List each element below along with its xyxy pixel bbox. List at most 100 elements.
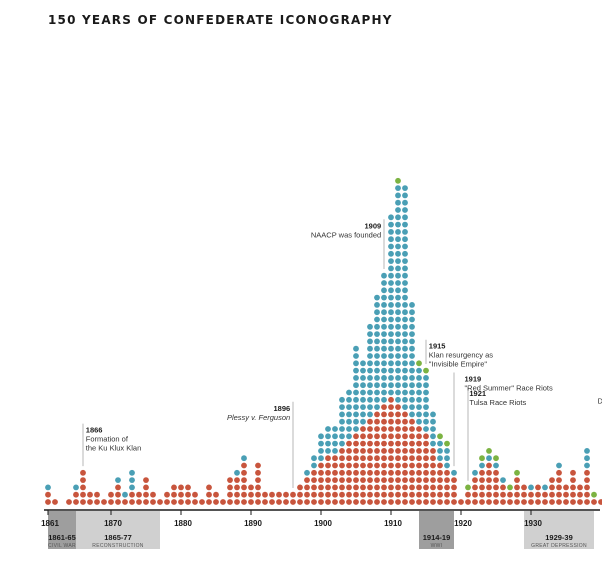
dot-red xyxy=(381,411,387,418)
dot-blue xyxy=(318,440,324,447)
dot-red xyxy=(472,484,478,491)
dot-red xyxy=(108,499,114,505)
annotation-1919: 1919"Red Summer" Race Riots xyxy=(465,375,554,393)
dot-red xyxy=(374,440,380,447)
dot-red xyxy=(374,469,380,476)
dot-red xyxy=(374,477,380,483)
dot-red xyxy=(395,440,401,447)
dot-blue xyxy=(416,404,422,410)
dot-red xyxy=(87,499,93,505)
dot-red xyxy=(521,491,527,498)
dot-red xyxy=(290,499,296,505)
dot-red xyxy=(80,484,86,491)
dot-red xyxy=(430,491,436,498)
dot-red xyxy=(360,448,366,454)
dot-red xyxy=(395,499,401,505)
dot-red xyxy=(381,433,387,440)
dot-blue xyxy=(353,396,359,403)
dot-red xyxy=(206,491,212,498)
dot-red xyxy=(402,426,408,432)
dot-column-1897 xyxy=(297,484,303,505)
dot-red xyxy=(255,469,261,476)
era-label: 1861-65 xyxy=(48,533,76,542)
dot-blue xyxy=(381,367,387,374)
dot-column-1879 xyxy=(171,484,177,505)
dot-red xyxy=(577,484,583,491)
dot-column-1904 xyxy=(346,389,352,505)
dot-red xyxy=(409,455,415,462)
dot-blue xyxy=(395,214,401,221)
dot-red xyxy=(493,469,499,476)
dot-red xyxy=(381,455,387,462)
dot-column-1910 xyxy=(388,214,394,505)
dot-blue xyxy=(423,375,429,381)
dot-red xyxy=(423,433,429,440)
dot-red xyxy=(241,477,247,483)
dot-blue xyxy=(374,345,380,352)
dot-red xyxy=(304,499,310,505)
dot-blue xyxy=(367,360,373,367)
dot-red xyxy=(143,477,149,483)
dot-blue xyxy=(360,360,366,367)
dot-red xyxy=(318,469,324,476)
dot-column-1901 xyxy=(325,426,331,505)
dot-blue xyxy=(360,375,366,381)
dot-red xyxy=(535,499,541,505)
dot-blue xyxy=(115,477,121,483)
dot-red xyxy=(381,477,387,483)
era-label: 1929-39 xyxy=(545,533,573,542)
dot-red xyxy=(451,491,457,498)
dot-red xyxy=(374,411,380,418)
dot-red xyxy=(318,499,324,505)
dot-red xyxy=(374,418,380,425)
dot-blue xyxy=(395,250,401,257)
dot-red xyxy=(129,499,135,505)
dot-blue xyxy=(346,411,352,418)
dot-red xyxy=(416,477,422,483)
annotation-text: "Invisible Empire" xyxy=(429,360,488,369)
dot-red xyxy=(367,448,373,454)
dot-blue xyxy=(304,469,310,476)
dot-red xyxy=(395,426,401,432)
annotation-text: Plessy v. Ferguson xyxy=(227,413,290,422)
dot-red xyxy=(353,499,359,505)
dot-blue xyxy=(395,360,401,367)
dot-blue xyxy=(395,236,401,243)
dot-blue xyxy=(395,294,401,301)
dot-red xyxy=(430,462,436,469)
dot-red xyxy=(311,491,317,498)
dot-red xyxy=(297,491,303,498)
dot-blue xyxy=(360,367,366,374)
dot-blue xyxy=(388,382,394,389)
dot-red xyxy=(430,469,436,476)
dot-column-1890 xyxy=(248,484,254,505)
dot-red xyxy=(374,499,380,505)
dot-red xyxy=(332,491,338,498)
dot-red xyxy=(360,491,366,498)
dot-green xyxy=(437,433,443,440)
dot-red xyxy=(311,477,317,483)
dot-red xyxy=(213,491,219,498)
tick-label: 1900 xyxy=(314,519,332,528)
dot-blue xyxy=(388,375,394,381)
dot-red xyxy=(325,469,331,476)
dot-red xyxy=(304,477,310,483)
dot-red xyxy=(556,477,562,483)
dot-column-1928 xyxy=(514,469,520,505)
dot-blue xyxy=(346,426,352,432)
dot-red xyxy=(234,491,240,498)
dot-blue xyxy=(353,353,359,359)
dot-red xyxy=(472,499,478,505)
dot-red xyxy=(136,491,142,498)
era-label: 1914-19 xyxy=(423,533,451,542)
dot-red xyxy=(584,499,590,505)
annotation-year: 1915 xyxy=(429,342,446,351)
dot-red xyxy=(437,469,443,476)
dot-column-1922 xyxy=(472,469,478,505)
dot-blue xyxy=(402,309,408,316)
dot-red xyxy=(199,499,205,505)
dot-red xyxy=(402,440,408,447)
